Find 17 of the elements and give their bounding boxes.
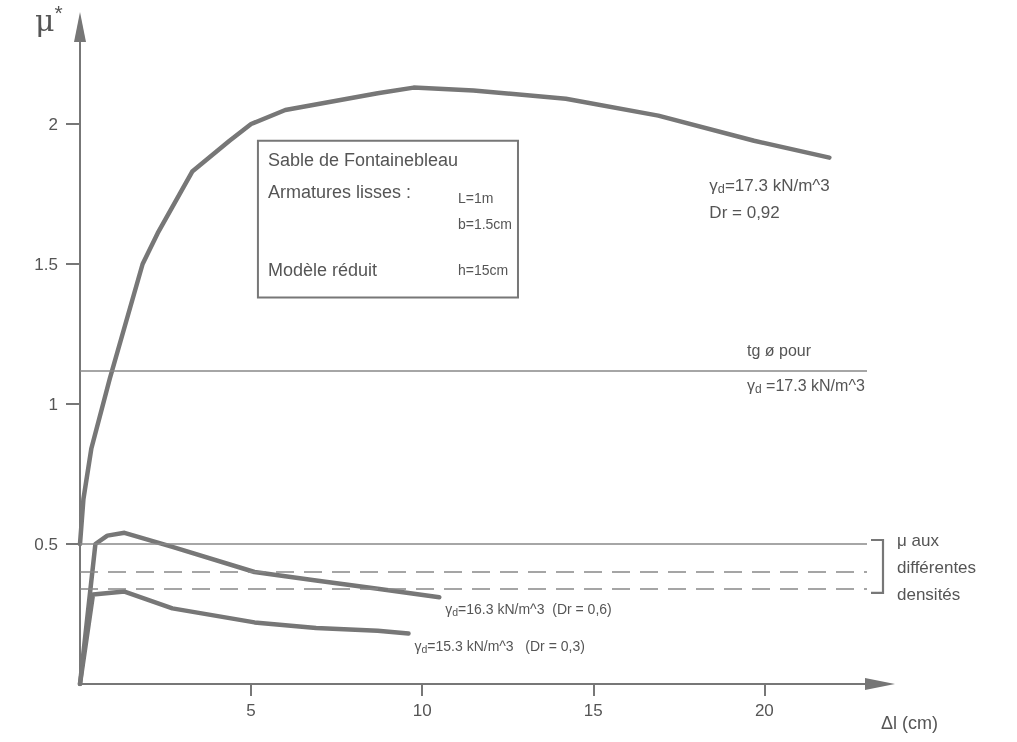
- annotation: Sable de Fontainebleau: [267, 149, 459, 170]
- x-tick-label: 10: [412, 701, 432, 720]
- x-tick-label: 15: [583, 701, 603, 720]
- y-tick-label: 1: [48, 394, 58, 414]
- y-axis-title: μ*: [35, 1, 63, 38]
- annotation: b=1.5cm: [457, 215, 513, 232]
- y-tick-label: 2: [48, 114, 58, 134]
- annotation: L=1m: [457, 189, 494, 206]
- annotation: h=15cm: [457, 261, 509, 278]
- y-tick-label: 0.5: [34, 534, 58, 554]
- annotation: Armatures lisses :: [267, 181, 411, 202]
- x-axis-title: Δl (cm): [881, 713, 939, 733]
- text: μ aux différentes densités: [897, 531, 977, 604]
- x-tick-label: 20: [754, 701, 774, 720]
- annotation: Modèle réduit: [267, 259, 378, 280]
- y-tick-label: 1.5: [34, 254, 58, 274]
- x-tick-label: 5: [246, 701, 256, 720]
